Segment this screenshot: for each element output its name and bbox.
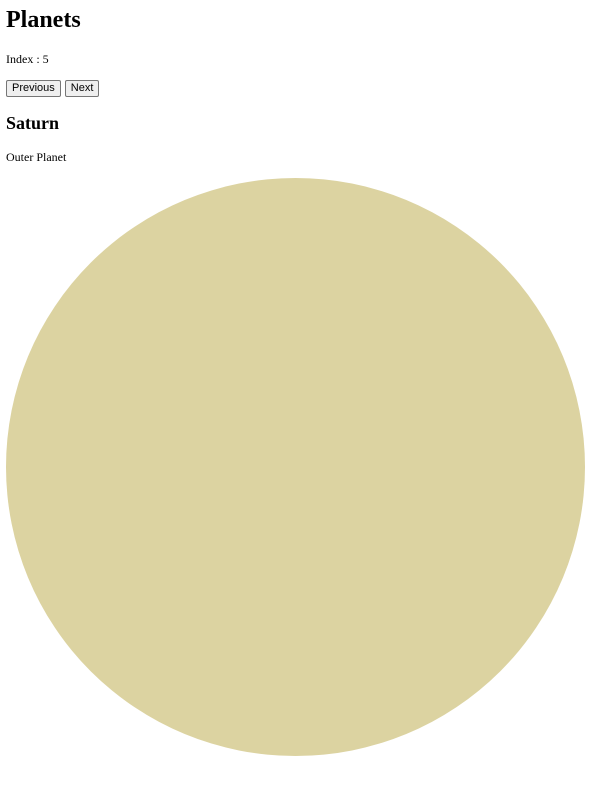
index-line: Index : 5 xyxy=(6,51,49,67)
planet-disc xyxy=(6,178,585,756)
next-button[interactable]: Next xyxy=(64,80,100,97)
previous-button[interactable]: Previous xyxy=(6,80,61,97)
index-label: Index : xyxy=(6,52,43,66)
page-title: Planets xyxy=(6,7,81,33)
navigation-buttons: Previous Next xyxy=(6,80,100,97)
planet-name: Saturn xyxy=(6,113,60,133)
index-value: 5 xyxy=(42,52,49,66)
planet-type: Outer Planet xyxy=(6,150,67,164)
